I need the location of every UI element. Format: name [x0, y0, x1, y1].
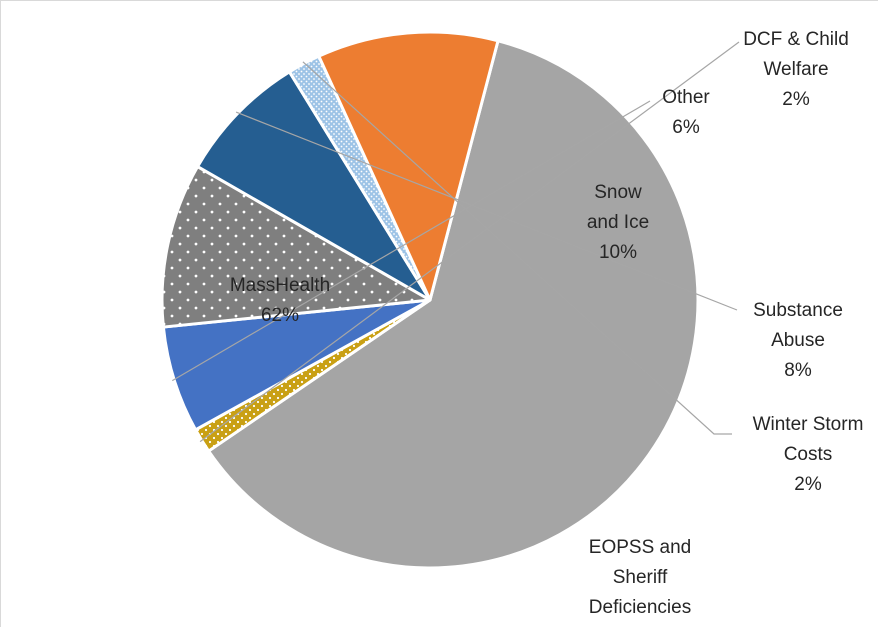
leader-line-dcf-child-welfare — [199, 41, 740, 443]
data-label-masshealth: MassHealth 62% — [230, 275, 330, 326]
data-label-winter-storm-costs: Winter Storm Costs 2% — [753, 414, 864, 495]
data-label-eopss-sheriff: EOPSS andSheriffDeficiencies10% — [589, 537, 691, 628]
leader-line-substance-abuse — [235, 111, 738, 311]
pie-slice-snow-and-ice — [160, 165, 432, 329]
pie-slice-eopss-sheriff — [317, 30, 500, 302]
data-label-substance-abuse: Substance Abuse 8% — [753, 300, 843, 381]
data-label-snow-and-ice: Snow and Ice 10% — [587, 182, 649, 263]
leader-line-other — [171, 100, 651, 382]
data-label-dcf-child-welfare: DCF & Child Welfare 2% — [743, 29, 849, 110]
pie-slice-masshealth — [207, 39, 700, 570]
pie-slice-substance-abuse — [196, 70, 432, 302]
data-label-other: Other 6% — [662, 87, 710, 138]
leader-line-winter-storm-costs — [302, 61, 732, 435]
